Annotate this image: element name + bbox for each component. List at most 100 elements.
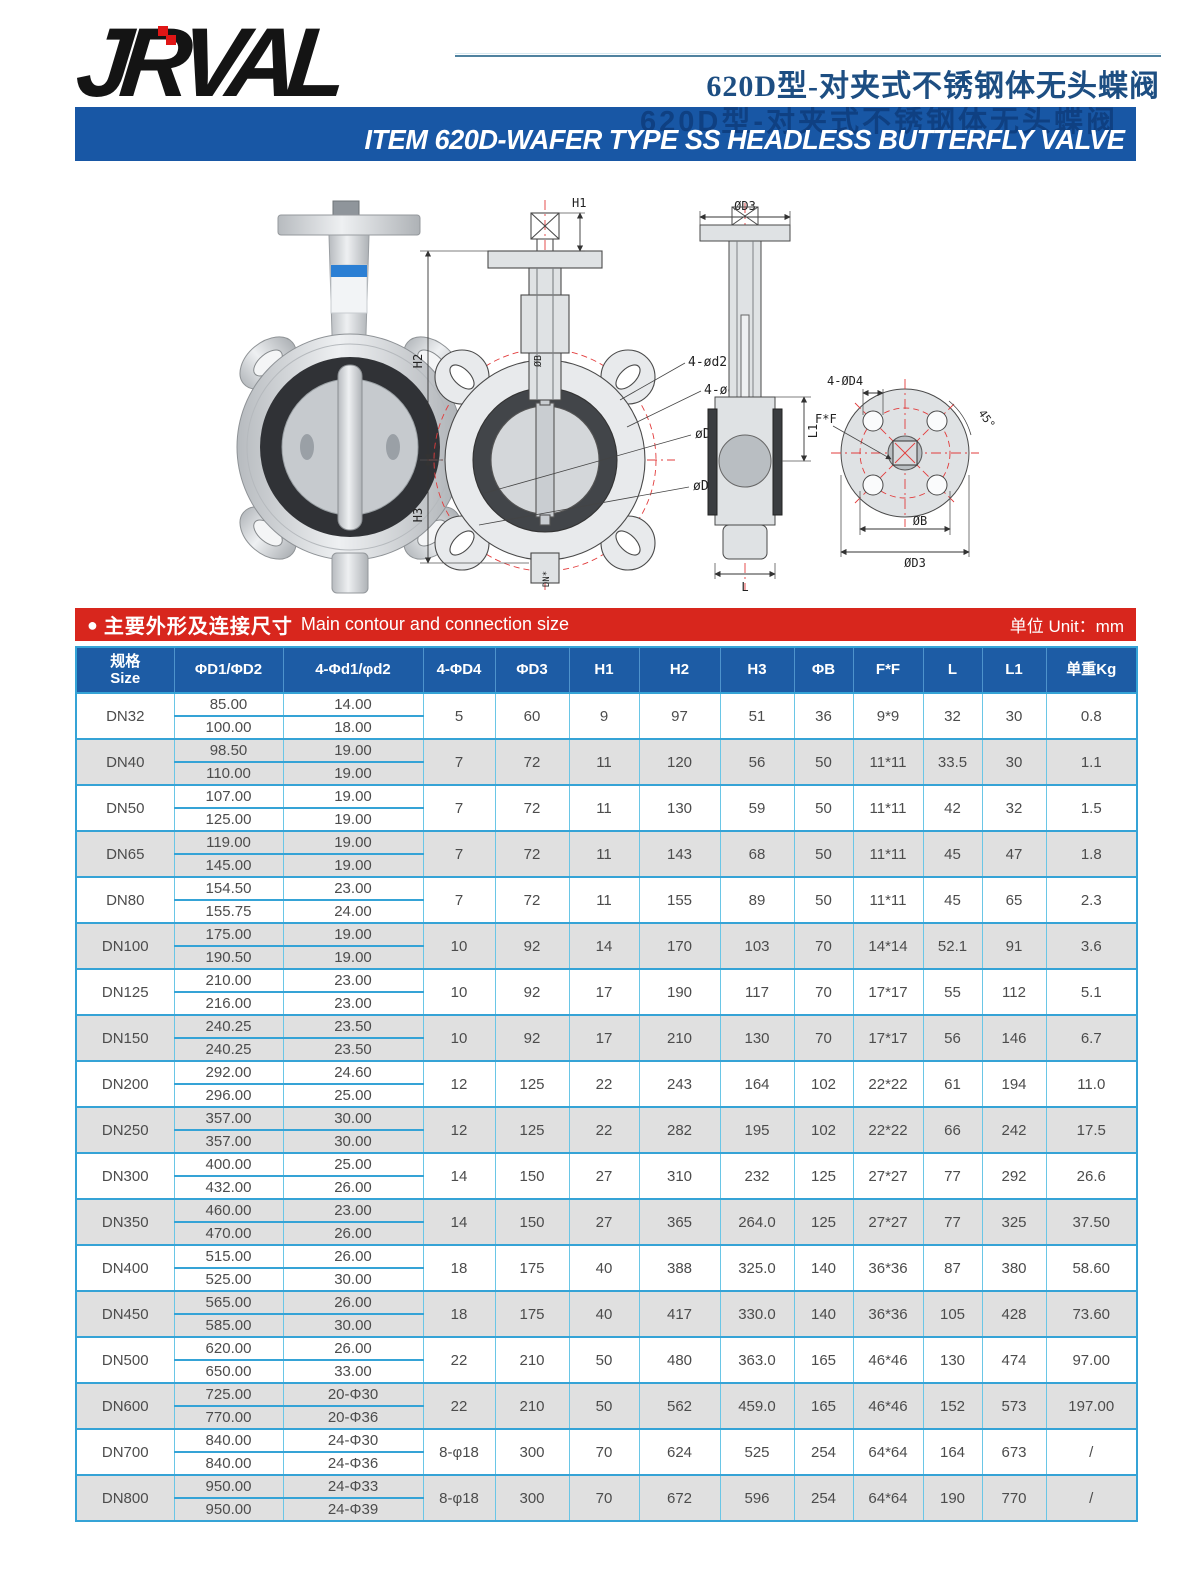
d1-holes-cell: 30.00 — [282, 1106, 424, 1131]
d3-cell: 210 — [494, 1382, 570, 1429]
label-dn-mark: DN* — [542, 571, 552, 587]
b-cell: 125 — [793, 1198, 854, 1245]
banner-title-text: ITEM 620D-WAFER TYPE SS HEADLESS BUTTERF… — [364, 124, 1124, 155]
l1-cell: 194 — [981, 1060, 1047, 1107]
d2-cell: 840.00 — [173, 1452, 284, 1475]
b-cell: 254 — [793, 1428, 854, 1475]
ff-cell: 36*36 — [852, 1290, 924, 1337]
h1-cell: 70 — [568, 1474, 640, 1521]
l1-cell: 30 — [981, 738, 1047, 785]
table-row-DN100-b: 190.50 19.00 — [76, 946, 1137, 969]
table-row-DN100: DN100 175.00 19.00 10 92 14 170 103 70 14*14 52.1 9… — [75, 922, 1138, 969]
h2-cell: 120 — [638, 738, 721, 785]
weight-cell: 0.8 — [1045, 692, 1138, 739]
d1-holes-cell: 23.50 — [282, 1014, 424, 1039]
l-cell: 152 — [922, 1382, 983, 1429]
table-row-DN450-b: 585.00 30.00 — [76, 1314, 1137, 1337]
d1-cell: 725.00 — [173, 1382, 284, 1407]
d1-cell: 98.50 — [173, 738, 284, 763]
weight-cell: 37.50 — [1045, 1198, 1138, 1245]
d3-cell: 92 — [494, 1014, 570, 1061]
table-row-DN250: DN250 357.00 30.00 12 125 22 282 195 102 22*22 66 2… — [75, 1106, 1138, 1153]
table-row-DN150-b: 240.25 23.50 — [76, 1038, 1137, 1061]
l-cell: 61 — [922, 1060, 983, 1107]
d3-cell: 300 — [494, 1474, 570, 1521]
d4-cell: 18 — [422, 1290, 496, 1337]
weight-cell: 1.5 — [1045, 784, 1138, 831]
ff-cell: 27*27 — [852, 1152, 924, 1199]
h1-cell: 50 — [568, 1382, 640, 1429]
d4-cell: 12 — [422, 1060, 496, 1107]
d2-cell: 190.50 — [173, 946, 284, 969]
d1-holes-cell: 26.00 — [282, 1336, 424, 1361]
label-holes-d4: 4-ØD4 — [827, 374, 863, 388]
valve-side-view: ØD3 L L1 — [699, 199, 820, 594]
d1-cell: 240.25 — [173, 1014, 284, 1039]
size-cell: DN65 — [75, 830, 175, 877]
h1-cell: 11 — [568, 830, 640, 877]
unit-label: 单位 Unit：mm — [1009, 617, 1124, 636]
d1-cell: 565.00 — [173, 1290, 284, 1315]
d1-cell: 119.00 — [173, 830, 284, 855]
l-cell: 45 — [922, 876, 983, 923]
l1-cell: 325 — [981, 1198, 1047, 1245]
table-row-DN700-b: 840.00 24-Φ36 — [76, 1452, 1137, 1475]
table-row-DN32-b: 100.00 18.00 — [76, 716, 1137, 739]
l-cell: 87 — [922, 1244, 983, 1291]
b-cell: 70 — [793, 1014, 854, 1061]
size-cell: DN80 — [75, 876, 175, 923]
b-cell: 165 — [793, 1336, 854, 1383]
table-row-DN65-b: 145.00 19.00 — [76, 854, 1137, 877]
l-cell: 190 — [922, 1474, 983, 1521]
table-row-DN400: DN400 515.00 26.00 18 175 40 388 325.0 140 36*36 8… — [75, 1244, 1138, 1291]
d1-holes-cell: 19.00 — [282, 922, 424, 947]
table-row-DN150: DN150 240.25 23.50 10 92 17 210 130 70 17*17 56 146… — [75, 1014, 1138, 1061]
size-cell: DN600 — [75, 1382, 175, 1429]
d2-cell: 100.00 — [173, 716, 284, 739]
d2-cell: 110.00 — [173, 762, 284, 785]
table-row-DN800: DN800 950.00 24-Φ33 8-φ18 300 70 672 596 254 64*6… — [75, 1474, 1138, 1521]
d1-holes-cell: 19.00 — [282, 784, 424, 809]
table-row-DN125-b: 216.00 23.00 — [76, 992, 1137, 1015]
valve-front-line-view: ØB DN* H1 H2 H3 4-ød2 4-ød1 øD2 øD1 — [411, 196, 743, 590]
d2-cell: 650.00 — [173, 1360, 284, 1383]
d4-cell: 18 — [422, 1244, 496, 1291]
b-cell: 140 — [793, 1290, 854, 1337]
size-cell: DN400 — [75, 1244, 175, 1291]
b-cell: 102 — [793, 1106, 854, 1153]
d1-holes-cell: 24.60 — [282, 1060, 424, 1085]
chinese-product-title: 620D型-对夹式不锈钢体无头蝶阀 — [706, 70, 1160, 103]
table-row-DN125: DN125 210.00 23.00 10 92 17 190 117 70 17*17 55 112… — [75, 968, 1138, 1015]
l1-cell: 770 — [981, 1474, 1047, 1521]
h3-cell: 264.0 — [719, 1198, 795, 1245]
section-title-cn: 主要外形及连接尺寸 — [103, 616, 293, 638]
weight-cell: 5.1 — [1045, 968, 1138, 1015]
label-h3: H3 — [411, 508, 425, 522]
b-cell: 50 — [793, 738, 854, 785]
h2-cell: 243 — [638, 1060, 721, 1107]
d3-cell: 125 — [494, 1106, 570, 1153]
table-row-DN300-b: 432.00 26.00 — [76, 1176, 1137, 1199]
l-cell: 32 — [922, 692, 983, 739]
table-row-DN500: DN500 620.00 26.00 22 210 50 480 363.0 165 46*46 1… — [75, 1336, 1138, 1383]
table-header-row: 规格 Size ΦD1/ΦD2 4-Φd1/φd2 4-ΦD4 ΦD3 H1 H2 H3 ΦB F… — [75, 647, 1138, 693]
weight-cell: 73.60 — [1045, 1290, 1138, 1337]
h1-cell: 17 — [568, 968, 640, 1015]
d3-cell: 175 — [494, 1244, 570, 1291]
d2-holes-cell: 24.00 — [282, 900, 424, 923]
table-row-DN80: DN80 154.50 23.00 7 72 11 155 89 50 11*11 45 65 2.3 — [75, 876, 1138, 923]
l-cell: 105 — [922, 1290, 983, 1337]
weight-cell: 2.3 — [1045, 876, 1138, 923]
table-row-DN32: DN32 85.00 14.00 5 60 9 97 51 36 9*9 32 30 0.8 — [75, 692, 1138, 739]
table-row-DN400-b: 525.00 30.00 — [76, 1268, 1137, 1291]
weight-cell: 97.00 — [1045, 1336, 1138, 1383]
weight-cell: 26.6 — [1045, 1152, 1138, 1199]
d1-holes-cell: 23.00 — [282, 1198, 424, 1223]
d3-cell: 72 — [494, 738, 570, 785]
h3-cell: 59 — [719, 784, 795, 831]
l1-cell: 91 — [981, 922, 1047, 969]
d3-cell: 92 — [494, 968, 570, 1015]
d1-holes-cell: 14.00 — [282, 692, 424, 717]
table-row-DN300: DN300 400.00 25.00 14 150 27 310 232 125 27*27 77 2… — [75, 1152, 1138, 1199]
